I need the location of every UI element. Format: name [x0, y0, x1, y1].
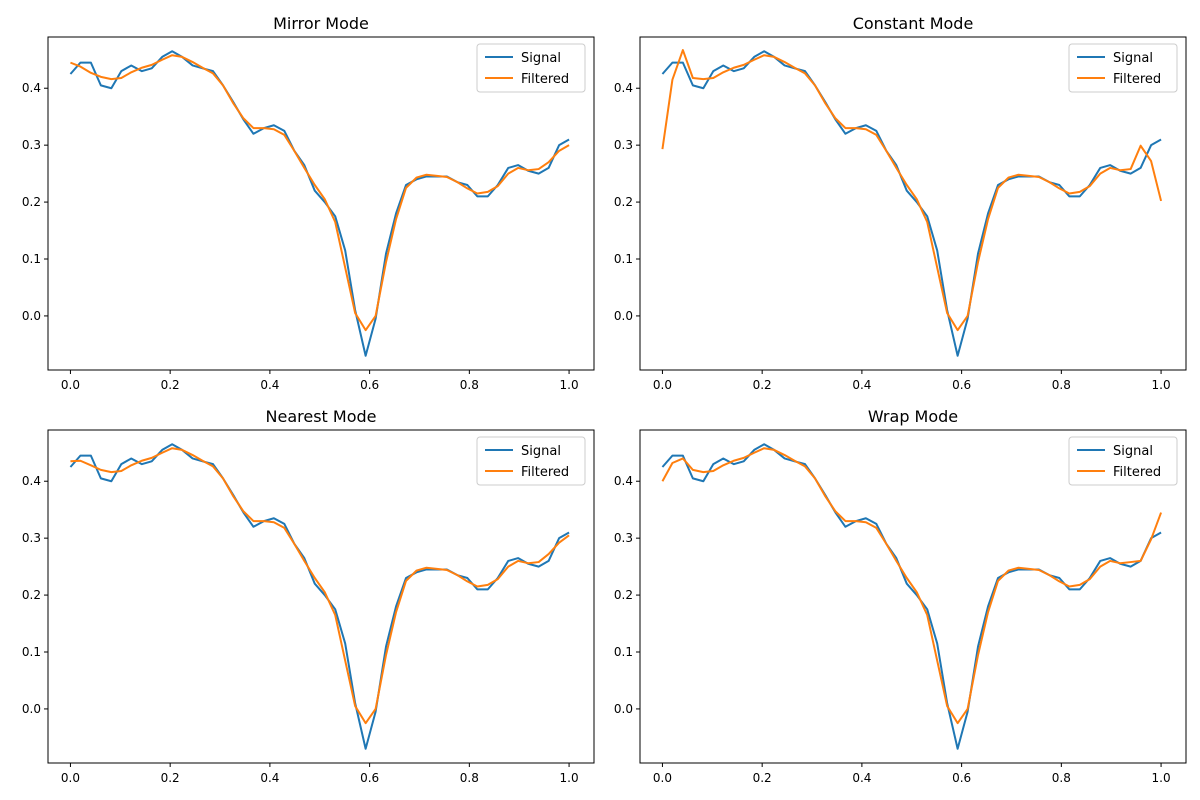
x-tick-label: 1.0: [560, 771, 579, 785]
x-axis: 0.0 0.2 0.4 0.6 0.8 1.0: [61, 763, 579, 785]
x-tick-label: 0.0: [61, 771, 80, 785]
y-axis: 0.0 0.1 0.2 0.3 0.4: [22, 81, 48, 323]
y-tick-label: 0.1: [614, 252, 633, 266]
x-axis: 0.0 0.2 0.4 0.6 0.8 1.0: [653, 763, 1171, 785]
x-tick-label: 1.0: [560, 378, 579, 392]
y-tick-label: 0.2: [22, 195, 41, 209]
legend-label-filtered: Filtered: [521, 72, 569, 87]
x-tick-label: 0.6: [952, 378, 971, 392]
x-tick-label: 0.4: [852, 378, 871, 392]
legend: Signal Filtered: [1068, 436, 1178, 486]
x-tick-label: 0.0: [653, 378, 672, 392]
axes-frame: [639, 36, 1187, 371]
series-line-signal: [661, 443, 1162, 750]
legend-label-signal: Signal: [521, 51, 561, 66]
y-tick-label: 0.1: [22, 252, 41, 266]
legend-label-filtered: Filtered: [1113, 72, 1161, 87]
subplot-2: Constant Mode 0.0 0.2 0.4 0.6 0.8 1.0 0.0 0.1 0.2…: [614, 14, 1187, 392]
x-tick-label: 0.8: [1052, 378, 1071, 392]
series-group: [69, 443, 570, 750]
legend-label-signal: Signal: [1113, 51, 1153, 66]
x-tick-label: 0.8: [460, 378, 479, 392]
series-line-filtered: [661, 49, 1163, 332]
series-line-filtered: [70, 54, 570, 332]
y-tick-label: 0.3: [614, 138, 633, 152]
series-group: [69, 50, 570, 357]
x-tick-label: 0.4: [260, 771, 279, 785]
y-tick-label: 0.0: [22, 309, 41, 323]
x-tick-label: 1.0: [1152, 378, 1171, 392]
series-line-filtered: [661, 447, 1163, 725]
legend-label-filtered: Filtered: [521, 465, 569, 480]
y-tick-label: 0.3: [22, 531, 41, 545]
x-tick-label: 0.0: [61, 378, 80, 392]
subplot-title: Constant Mode: [853, 14, 974, 33]
subplot-title: Mirror Mode: [273, 14, 369, 33]
x-tick-label: 0.8: [1052, 771, 1071, 785]
axes-frame: [47, 36, 595, 371]
x-tick-label: 0.2: [753, 378, 772, 392]
subplot-title: Wrap Mode: [868, 407, 958, 426]
x-tick-label: 0.6: [952, 771, 971, 785]
x-axis: 0.0 0.2 0.4 0.6 0.8 1.0: [653, 370, 1171, 392]
series-line-signal: [69, 443, 570, 750]
y-axis: 0.0 0.1 0.2 0.3 0.4: [614, 474, 640, 716]
y-tick-label: 0.4: [22, 474, 41, 488]
x-tick-label: 0.2: [753, 771, 772, 785]
x-tick-label: 1.0: [1152, 771, 1171, 785]
x-tick-label: 0.2: [161, 771, 180, 785]
axes-frame: [639, 429, 1187, 764]
y-tick-label: 0.1: [22, 645, 41, 659]
y-tick-label: 0.3: [22, 138, 41, 152]
x-tick-label: 0.8: [460, 771, 479, 785]
x-tick-label: 0.2: [161, 378, 180, 392]
series-line-signal: [69, 50, 570, 357]
y-tick-label: 0.0: [614, 702, 633, 716]
y-axis: 0.0 0.1 0.2 0.3 0.4: [614, 81, 640, 323]
legend-label-signal: Signal: [1113, 444, 1153, 459]
series-group: [661, 443, 1163, 750]
series-line-signal: [661, 50, 1162, 357]
legend-label-signal: Signal: [521, 444, 561, 459]
legend: Signal Filtered: [476, 436, 586, 486]
x-tick-label: 0.6: [360, 771, 379, 785]
subplot-title: Nearest Mode: [266, 407, 377, 426]
y-tick-label: 0.3: [614, 531, 633, 545]
x-tick-label: 0.4: [260, 378, 279, 392]
y-tick-label: 0.4: [22, 81, 41, 95]
axes-frame: [47, 429, 595, 764]
y-tick-label: 0.4: [614, 81, 633, 95]
x-tick-label: 0.4: [852, 771, 871, 785]
series-line-filtered: [70, 447, 570, 725]
y-axis: 0.0 0.1 0.2 0.3 0.4: [22, 474, 48, 716]
series-group: [661, 49, 1163, 357]
legend: Signal Filtered: [1068, 43, 1178, 93]
y-tick-label: 0.0: [22, 702, 41, 716]
legend-label-filtered: Filtered: [1113, 465, 1161, 480]
y-tick-label: 0.2: [614, 588, 633, 602]
x-tick-label: 0.0: [653, 771, 672, 785]
x-tick-label: 0.6: [360, 378, 379, 392]
y-tick-label: 0.0: [614, 309, 633, 323]
y-tick-label: 0.2: [22, 588, 41, 602]
y-tick-label: 0.2: [614, 195, 633, 209]
y-tick-label: 0.4: [614, 474, 633, 488]
y-tick-label: 0.1: [614, 645, 633, 659]
legend: Signal Filtered: [476, 43, 586, 93]
x-axis: 0.0 0.2 0.4 0.6 0.8 1.0: [61, 370, 579, 392]
